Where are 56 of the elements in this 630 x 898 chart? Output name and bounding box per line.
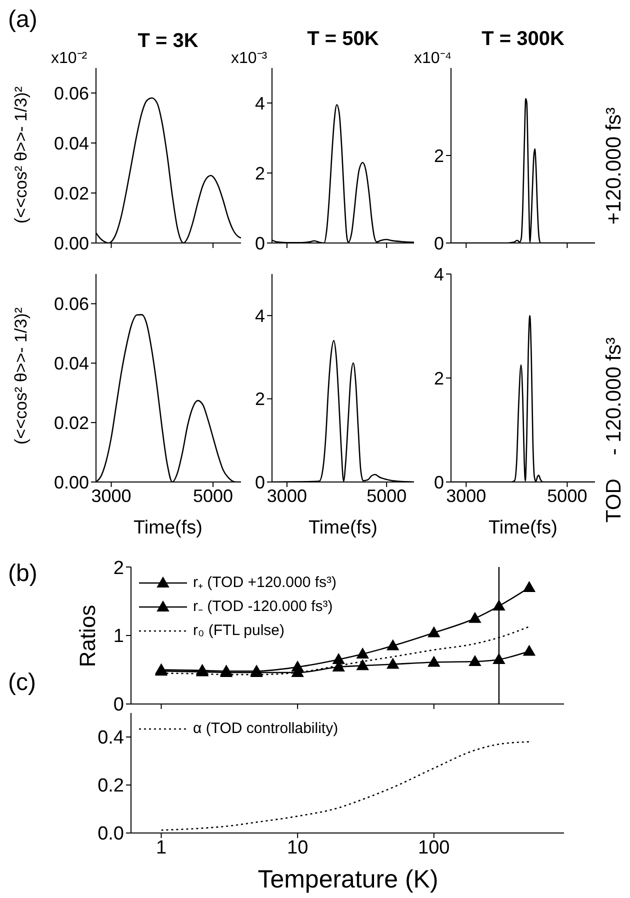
y-tick-label: 2 [254, 163, 265, 184]
legend-label: r₋ (TOD -120.000 fs³) [193, 598, 333, 615]
y-tick-label: 0.00 [54, 233, 89, 254]
y-tick-label: 0.02 [54, 412, 89, 433]
y-tick-label: 1 [113, 626, 124, 648]
y-tick-label: 0.04 [54, 133, 89, 154]
chart-title: T = 300K [482, 28, 564, 50]
x-tick-label: 3000 [91, 486, 132, 506]
y-tick-label: 4 [434, 264, 444, 284]
y-tick-label: 0.06 [54, 294, 89, 314]
text: x10⁻³ [231, 50, 268, 68]
y-tick-label: 2 [434, 146, 444, 166]
y-tick-label: 2 [434, 368, 444, 388]
text: (b) [8, 560, 38, 588]
y-tick-label: 0 [434, 472, 444, 492]
x-tick-label: 5000 [192, 486, 234, 506]
y-tick-label: 0.4 [98, 728, 124, 749]
x-axis-title: Time(fs) [134, 518, 202, 540]
y-tick-label: 0.0 [98, 824, 124, 845]
x-tick-label: 3000 [446, 486, 486, 506]
y-tick-label: 4 [254, 93, 265, 114]
y-tick-label: 0.06 [54, 83, 89, 104]
x-tick-label: 100 [418, 837, 450, 858]
x-axis-title: Time(fs) [488, 518, 558, 540]
x-tick-label: 10 [287, 837, 308, 858]
x-tick-label: 1 [156, 837, 167, 858]
y-tick-label: 2 [254, 389, 265, 410]
y-tick-label: 0.04 [54, 354, 89, 374]
y-axis-title: (<<cos² θ>>- 1/3)² [12, 86, 32, 224]
y-tick-label: 0 [434, 233, 444, 254]
y-tick-label: 2 [113, 558, 124, 579]
y-tick-label: 0.02 [54, 183, 89, 204]
x-axis-title: Time(fs) [308, 518, 378, 540]
legend-label: α (TOD controllability) [193, 720, 338, 737]
y-tick-label: 4 [254, 306, 265, 326]
y-tick-label: 0.2 [98, 776, 124, 797]
y-axis-title: Ratios [74, 604, 100, 668]
text: (a) [8, 6, 38, 34]
y-tick-label: 0 [113, 694, 124, 716]
chart-title: T = 3K [138, 30, 198, 52]
y-tick-label: 0 [254, 233, 265, 254]
text: (c) [8, 668, 36, 696]
y-tick-label: 0.00 [54, 472, 89, 492]
y-axis-title: (<<cos² θ>>- 1/3)² [12, 307, 32, 445]
y2-axis-title: +120.000 fs³ [602, 107, 626, 225]
y2-axis-title: TOD - 120.000 fs³ [602, 337, 626, 523]
legend-label: r₊ (TOD +120.000 fs³) [193, 574, 337, 591]
y-tick-label: 0 [254, 472, 265, 492]
text: x10⁻² [51, 50, 88, 68]
text: x10⁻⁴ [414, 50, 452, 68]
x-tick-label: 5000 [366, 486, 407, 506]
x-axis-title: Temperature (K) [258, 865, 438, 894]
chart-title: T = 50K [307, 28, 379, 50]
x-tick-label: 5000 [547, 486, 588, 506]
legend-label: r₀ (FTL pulse) [193, 622, 285, 639]
x-tick-label: 3000 [266, 486, 307, 506]
